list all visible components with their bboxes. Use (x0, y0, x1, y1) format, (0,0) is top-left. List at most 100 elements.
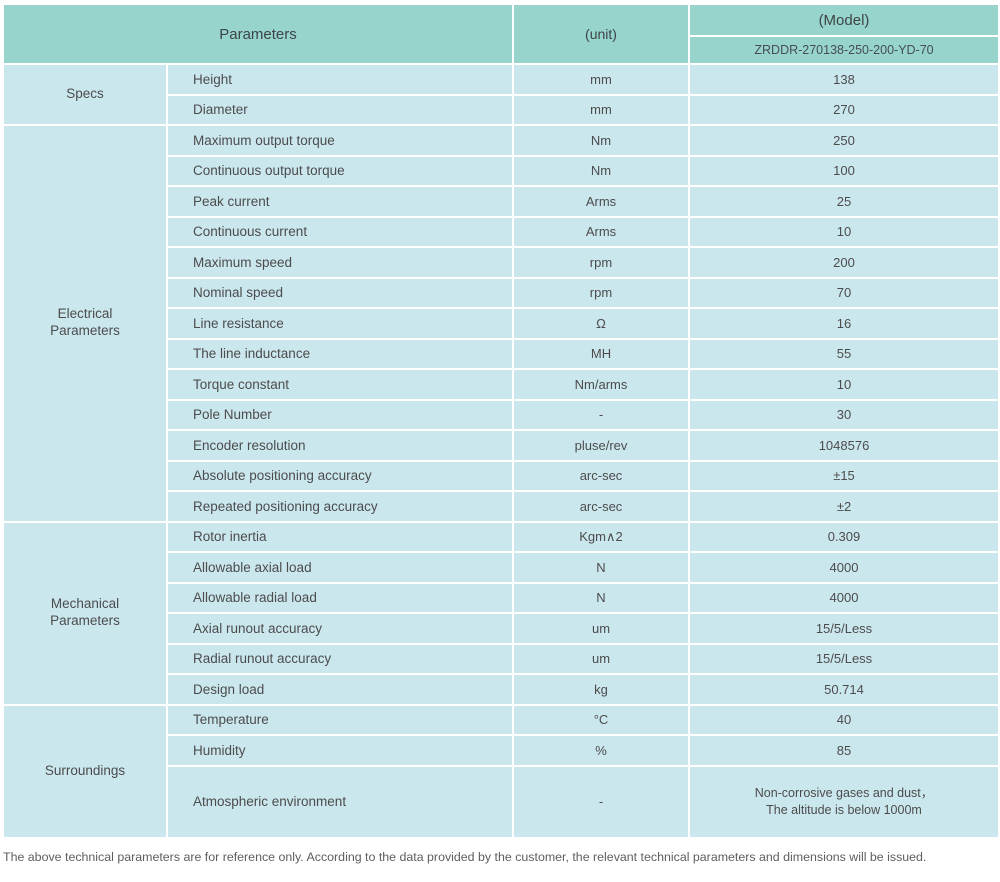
unit-value: rpm (514, 248, 688, 277)
table-row: Maximum speed rpm 200 (4, 248, 998, 277)
unit-value: arc-sec (514, 492, 688, 521)
unit-value: N (514, 583, 688, 612)
model-value: 25 (690, 187, 998, 216)
param-label: The line inductance (168, 339, 512, 368)
table-row: Nominal speed rpm 70 (4, 278, 998, 307)
param-label: Allowable radial load (168, 583, 512, 612)
model-value: 4000 (690, 553, 998, 582)
unit-value: rpm (514, 278, 688, 307)
model-value: 0.309 (690, 522, 998, 551)
unit-value: um (514, 614, 688, 643)
model-header: (Model) (690, 5, 998, 35)
unit-value: N (514, 553, 688, 582)
unit-value: Kgm∧2 (514, 522, 688, 551)
unit-value: Arms (514, 187, 688, 216)
model-value: 10 (690, 370, 998, 399)
unit-value: kg (514, 675, 688, 704)
unit-value: Nm (514, 126, 688, 155)
param-label: Continuous current (168, 217, 512, 246)
model-value: 100 (690, 156, 998, 185)
table-row: The line inductance MH 55 (4, 339, 998, 368)
model-value: 1048576 (690, 431, 998, 460)
model-value: 40 (690, 705, 998, 734)
param-label: Absolute positioning accuracy (168, 461, 512, 490)
param-label: Atmospheric environment (168, 766, 512, 837)
param-label: Nominal speed (168, 278, 512, 307)
model-value: 270 (690, 95, 998, 124)
footer-note: The above technical parameters are for r… (3, 849, 927, 864)
section-surroundings: Surroundings (4, 705, 166, 837)
table-row: Allowable radial load N 4000 (4, 583, 998, 612)
table-row: Mechanical Parameters Rotor inertia Kgm∧… (4, 522, 998, 704)
param-label: Design load (168, 675, 512, 704)
table-row: Peak current Arms 25 (4, 187, 998, 216)
table-row: Axial runout accuracy um 15/5/Less (4, 614, 998, 643)
model-value: 4000 (690, 583, 998, 612)
unit-value: % (514, 736, 688, 765)
param-label: Diameter (168, 95, 512, 124)
model-value: 85 (690, 736, 998, 765)
param-label: Radial runout accuracy (168, 644, 512, 673)
model-value: ±15 (690, 461, 998, 490)
table-row: Diameter mm 270 (4, 95, 998, 124)
table-row: Surroundings Temperature °C 40 (4, 705, 998, 837)
table-row: Radial runout accuracy um 15/5/Less (4, 644, 998, 673)
section-specs: Specs (4, 65, 166, 124)
parameters-header: Parameters (4, 5, 512, 63)
model-value: 16 (690, 309, 998, 338)
header-row-2: ZRDDR-270138-250-200-YD-70 (4, 37, 998, 63)
header-row-1: Parameters (unit) (Model) (4, 5, 998, 63)
table-row: Repeated positioning accuracy arc-sec ±2 (4, 492, 998, 521)
param-label: Temperature (168, 705, 512, 734)
param-label: Continuous output torque (168, 156, 512, 185)
model-value: 15/5/Less (690, 644, 998, 673)
spec-table: Parameters (unit) (Model) ZRDDR-270138-2… (2, 3, 1000, 839)
model-value: 50.714 (690, 675, 998, 704)
param-label: Axial runout accuracy (168, 614, 512, 643)
unit-value: Nm (514, 156, 688, 185)
table-row: Torque constant Nm/arms 10 (4, 370, 998, 399)
table-row: Specs Height mm 138 (4, 65, 998, 124)
model-value: 200 (690, 248, 998, 277)
unit-value: MH (514, 339, 688, 368)
table-row: Allowable axial load N 4000 (4, 553, 998, 582)
section-mechanical-parameters: Mechanical Parameters (4, 522, 166, 704)
unit-value: Arms (514, 217, 688, 246)
table-row: Pole Number - 30 (4, 400, 998, 429)
unit-header: (unit) (514, 5, 688, 63)
table-row: Atmospheric environment - Non-corrosive … (4, 766, 998, 837)
model-value: 30 (690, 400, 998, 429)
param-label: Rotor inertia (168, 522, 512, 551)
section-electrical-parameters: Electrical Parameters (4, 126, 166, 521)
param-label: Encoder resolution (168, 431, 512, 460)
model-value: ±2 (690, 492, 998, 521)
table-row: Humidity % 85 (4, 736, 998, 765)
param-label: Repeated positioning accuracy (168, 492, 512, 521)
table-row: Design load kg 50.714 (4, 675, 998, 704)
table-row: Encoder resolution pluse/rev 1048576 (4, 431, 998, 460)
param-label: Humidity (168, 736, 512, 765)
model-value: 10 (690, 217, 998, 246)
param-label: Torque constant (168, 370, 512, 399)
table-row: Continuous current Arms 10 (4, 217, 998, 246)
table-row: Absolute positioning accuracy arc-sec ±1… (4, 461, 998, 490)
param-label: Peak current (168, 187, 512, 216)
model-value: 70 (690, 278, 998, 307)
param-label: Allowable axial load (168, 553, 512, 582)
unit-value: um (514, 644, 688, 673)
table-row: Continuous output torque Nm 100 (4, 156, 998, 185)
model-number: ZRDDR-270138-250-200-YD-70 (690, 37, 998, 63)
param-label: Maximum speed (168, 248, 512, 277)
param-label: Height (168, 65, 512, 94)
model-value: 55 (690, 339, 998, 368)
unit-value: pluse/rev (514, 431, 688, 460)
unit-value: Nm/arms (514, 370, 688, 399)
table-row: Line resistance Ω 16 (4, 309, 998, 338)
unit-value: - (514, 400, 688, 429)
unit-value: Ω (514, 309, 688, 338)
unit-value: mm (514, 65, 688, 94)
unit-value: arc-sec (514, 461, 688, 490)
unit-value: °C (514, 705, 688, 734)
param-label: Maximum output torque (168, 126, 512, 155)
